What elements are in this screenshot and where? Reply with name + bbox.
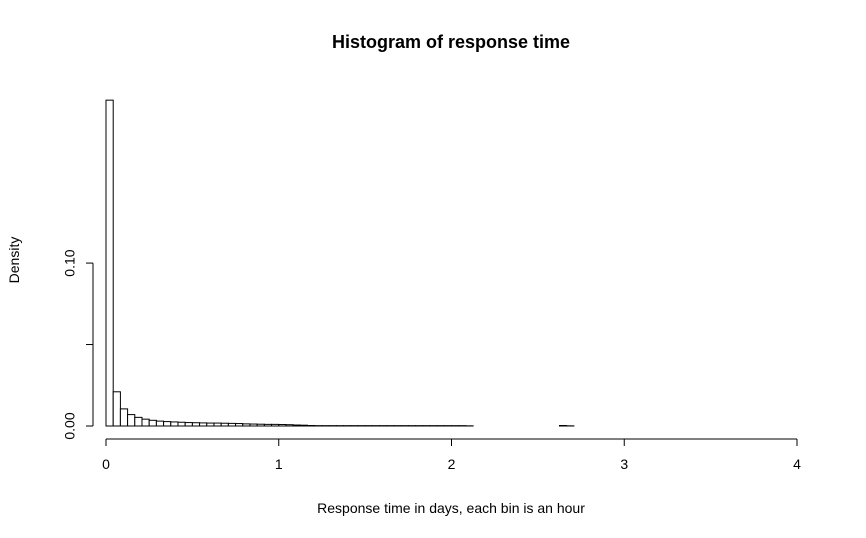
x-tick-label: 0	[102, 456, 110, 472]
histogram-bar	[191, 422, 201, 427]
histogram-bar	[271, 423, 280, 427]
histogram-bar	[213, 422, 222, 427]
histogram-bar	[112, 391, 121, 427]
histogram-bar	[256, 423, 265, 427]
y-tick-label: 0.10	[62, 249, 78, 276]
histogram-bar	[235, 423, 244, 427]
histogram-bar	[292, 424, 301, 427]
histogram-bar	[184, 422, 193, 427]
y-tick-label: 0.00	[62, 412, 78, 439]
histogram-bar	[105, 99, 114, 427]
histogram-bar	[170, 421, 179, 427]
histogram-bar	[148, 419, 157, 427]
histogram-bar	[127, 414, 136, 427]
histogram-bars	[105, 99, 575, 427]
histogram-bar	[163, 421, 172, 427]
histogram-bar	[227, 422, 237, 427]
x-tick-label: 3	[620, 456, 628, 472]
histogram-bar	[177, 421, 186, 427]
histogram-bar	[155, 420, 165, 427]
histogram-bar	[299, 424, 309, 427]
y-axis: 0.00 0.10	[62, 249, 94, 440]
histogram-bar	[206, 422, 215, 427]
x-tick-label: 4	[793, 456, 801, 472]
chart-title: Histogram of response time	[332, 32, 570, 52]
histogram-bar	[141, 418, 150, 427]
histogram-bar	[242, 423, 251, 427]
histogram-bar	[199, 422, 208, 427]
histogram-bar	[119, 408, 129, 427]
histogram-bar	[278, 424, 287, 427]
x-axis: 0 1 2 3 4	[102, 438, 801, 472]
x-axis-label: Response time in days, each bin is an ho…	[317, 500, 585, 516]
x-tick-label: 1	[275, 456, 283, 472]
x-tick-label: 2	[448, 456, 456, 472]
y-axis-label: Density	[6, 237, 22, 284]
histogram-bar	[134, 416, 143, 427]
histogram-bar	[285, 424, 294, 427]
histogram-bar	[220, 422, 229, 427]
histogram-bar	[249, 423, 258, 427]
histogram-bar	[263, 423, 273, 427]
